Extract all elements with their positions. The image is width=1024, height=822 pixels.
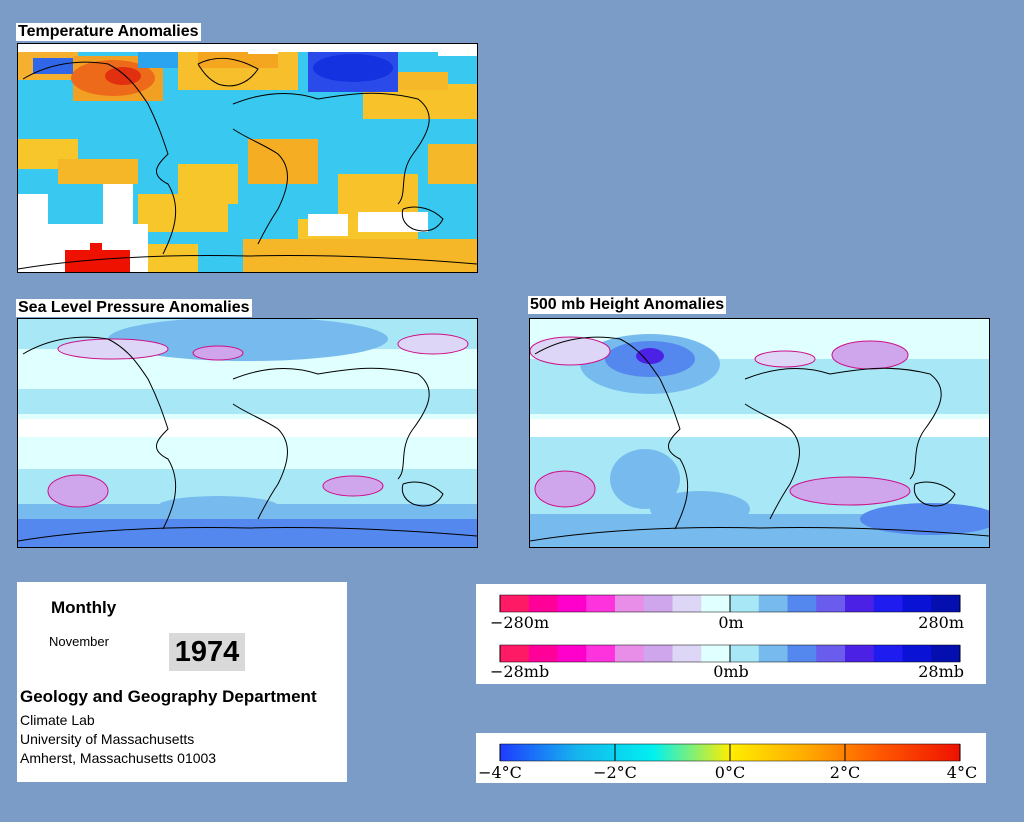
temp-label-minus4: −4°C	[478, 763, 522, 782]
coastline-outlines	[530, 336, 989, 542]
pressure-label-zero: 0mb	[713, 662, 749, 681]
pressure-scale-swatch	[500, 645, 530, 662]
period-label: Monthly	[51, 598, 117, 617]
height-pressure-legend: −280m 0m 280m −28mb 0mb 28mb	[476, 584, 986, 684]
height500-anomaly-map	[529, 318, 990, 548]
temperature-cold-regions	[33, 50, 398, 92]
height-scale-swatch	[758, 595, 788, 612]
height-scale-swatch	[643, 595, 673, 612]
university-label: University of Massachusetts	[20, 731, 195, 747]
height-scale-swatch	[557, 595, 587, 612]
height-scale-swatch	[586, 595, 616, 612]
temperature-scale-ticks	[499, 744, 961, 761]
slp-panel-title: Sea Level Pressure Anomalies	[16, 299, 252, 317]
pressure-scale-swatch	[528, 645, 558, 662]
height-scale-swatch	[787, 595, 817, 612]
pressure-scale-swatch	[902, 645, 932, 662]
pressure-label-min: −28mb	[490, 662, 549, 681]
height-color-scale	[499, 594, 961, 613]
height500-negative-regions	[530, 334, 989, 547]
height-label-max: 280m	[918, 613, 964, 632]
temperature-legend: −4°C −2°C 0°C 2°C 4°C	[476, 733, 986, 783]
pressure-scale-swatch	[586, 645, 616, 662]
pressure-scale-swatch	[557, 645, 587, 662]
height-scale-swatch	[873, 595, 903, 612]
height-scale-swatch	[816, 595, 846, 612]
year-label: 1974	[169, 633, 245, 671]
address-label: Amherst, Massachusetts 01003	[20, 750, 217, 766]
temp-label-minus2: −2°C	[593, 763, 637, 782]
pressure-scale-swatch	[643, 645, 673, 662]
pressure-color-scale	[499, 644, 961, 663]
height500-panel-title: 500 mb Height Anomalies	[528, 296, 727, 314]
temp-label-plus4: 4°C	[947, 763, 977, 782]
coastline-outlines	[18, 336, 477, 542]
height-scale-swatch	[672, 595, 702, 612]
lab-label: Climate Lab	[20, 712, 95, 728]
temp-label-plus2: 2°C	[830, 763, 860, 782]
height500-positive-regions	[530, 336, 911, 508]
temperature-missing-data	[18, 44, 477, 272]
temp-label-zero: 0°C	[715, 763, 745, 782]
department-label: Geology and Geography Department	[20, 687, 317, 706]
height-scale-swatch	[528, 595, 558, 612]
temperature-panel-title: Temperature Anomalies	[16, 23, 201, 41]
coastline-outlines	[18, 57, 477, 270]
slp-positive-regions	[47, 333, 469, 508]
height-label-zero: 0m	[718, 613, 743, 632]
pressure-scale-swatch	[873, 645, 903, 662]
height-scale-swatch	[730, 595, 760, 612]
pressure-scale-swatch	[672, 645, 702, 662]
pressure-scale-swatch	[730, 645, 760, 662]
height-scale-swatch	[701, 595, 731, 612]
height-scale-swatch	[931, 595, 961, 612]
pressure-scale-swatch	[931, 645, 961, 662]
height-scale-swatch	[902, 595, 932, 612]
pressure-label-max: 28mb	[918, 662, 964, 681]
month-label: November	[49, 634, 109, 649]
info-box: Monthly November 1974 Geology and Geogra…	[17, 582, 347, 782]
height-scale-swatch	[615, 595, 645, 612]
pressure-scale-swatch	[816, 645, 846, 662]
pressure-scale-swatch	[787, 645, 817, 662]
height-label-min: −280m	[490, 613, 549, 632]
height500-missing-band	[530, 419, 989, 437]
pressure-scale-swatch	[845, 645, 875, 662]
slp-anomaly-map	[17, 318, 478, 548]
height-scale-swatch	[500, 595, 530, 612]
temperature-anomaly-map	[17, 43, 478, 273]
slp-missing-band	[18, 419, 477, 437]
pressure-scale-swatch	[758, 645, 788, 662]
pressure-scale-swatch	[701, 645, 731, 662]
height-scale-swatch	[845, 595, 875, 612]
pressure-scale-swatch	[615, 645, 645, 662]
